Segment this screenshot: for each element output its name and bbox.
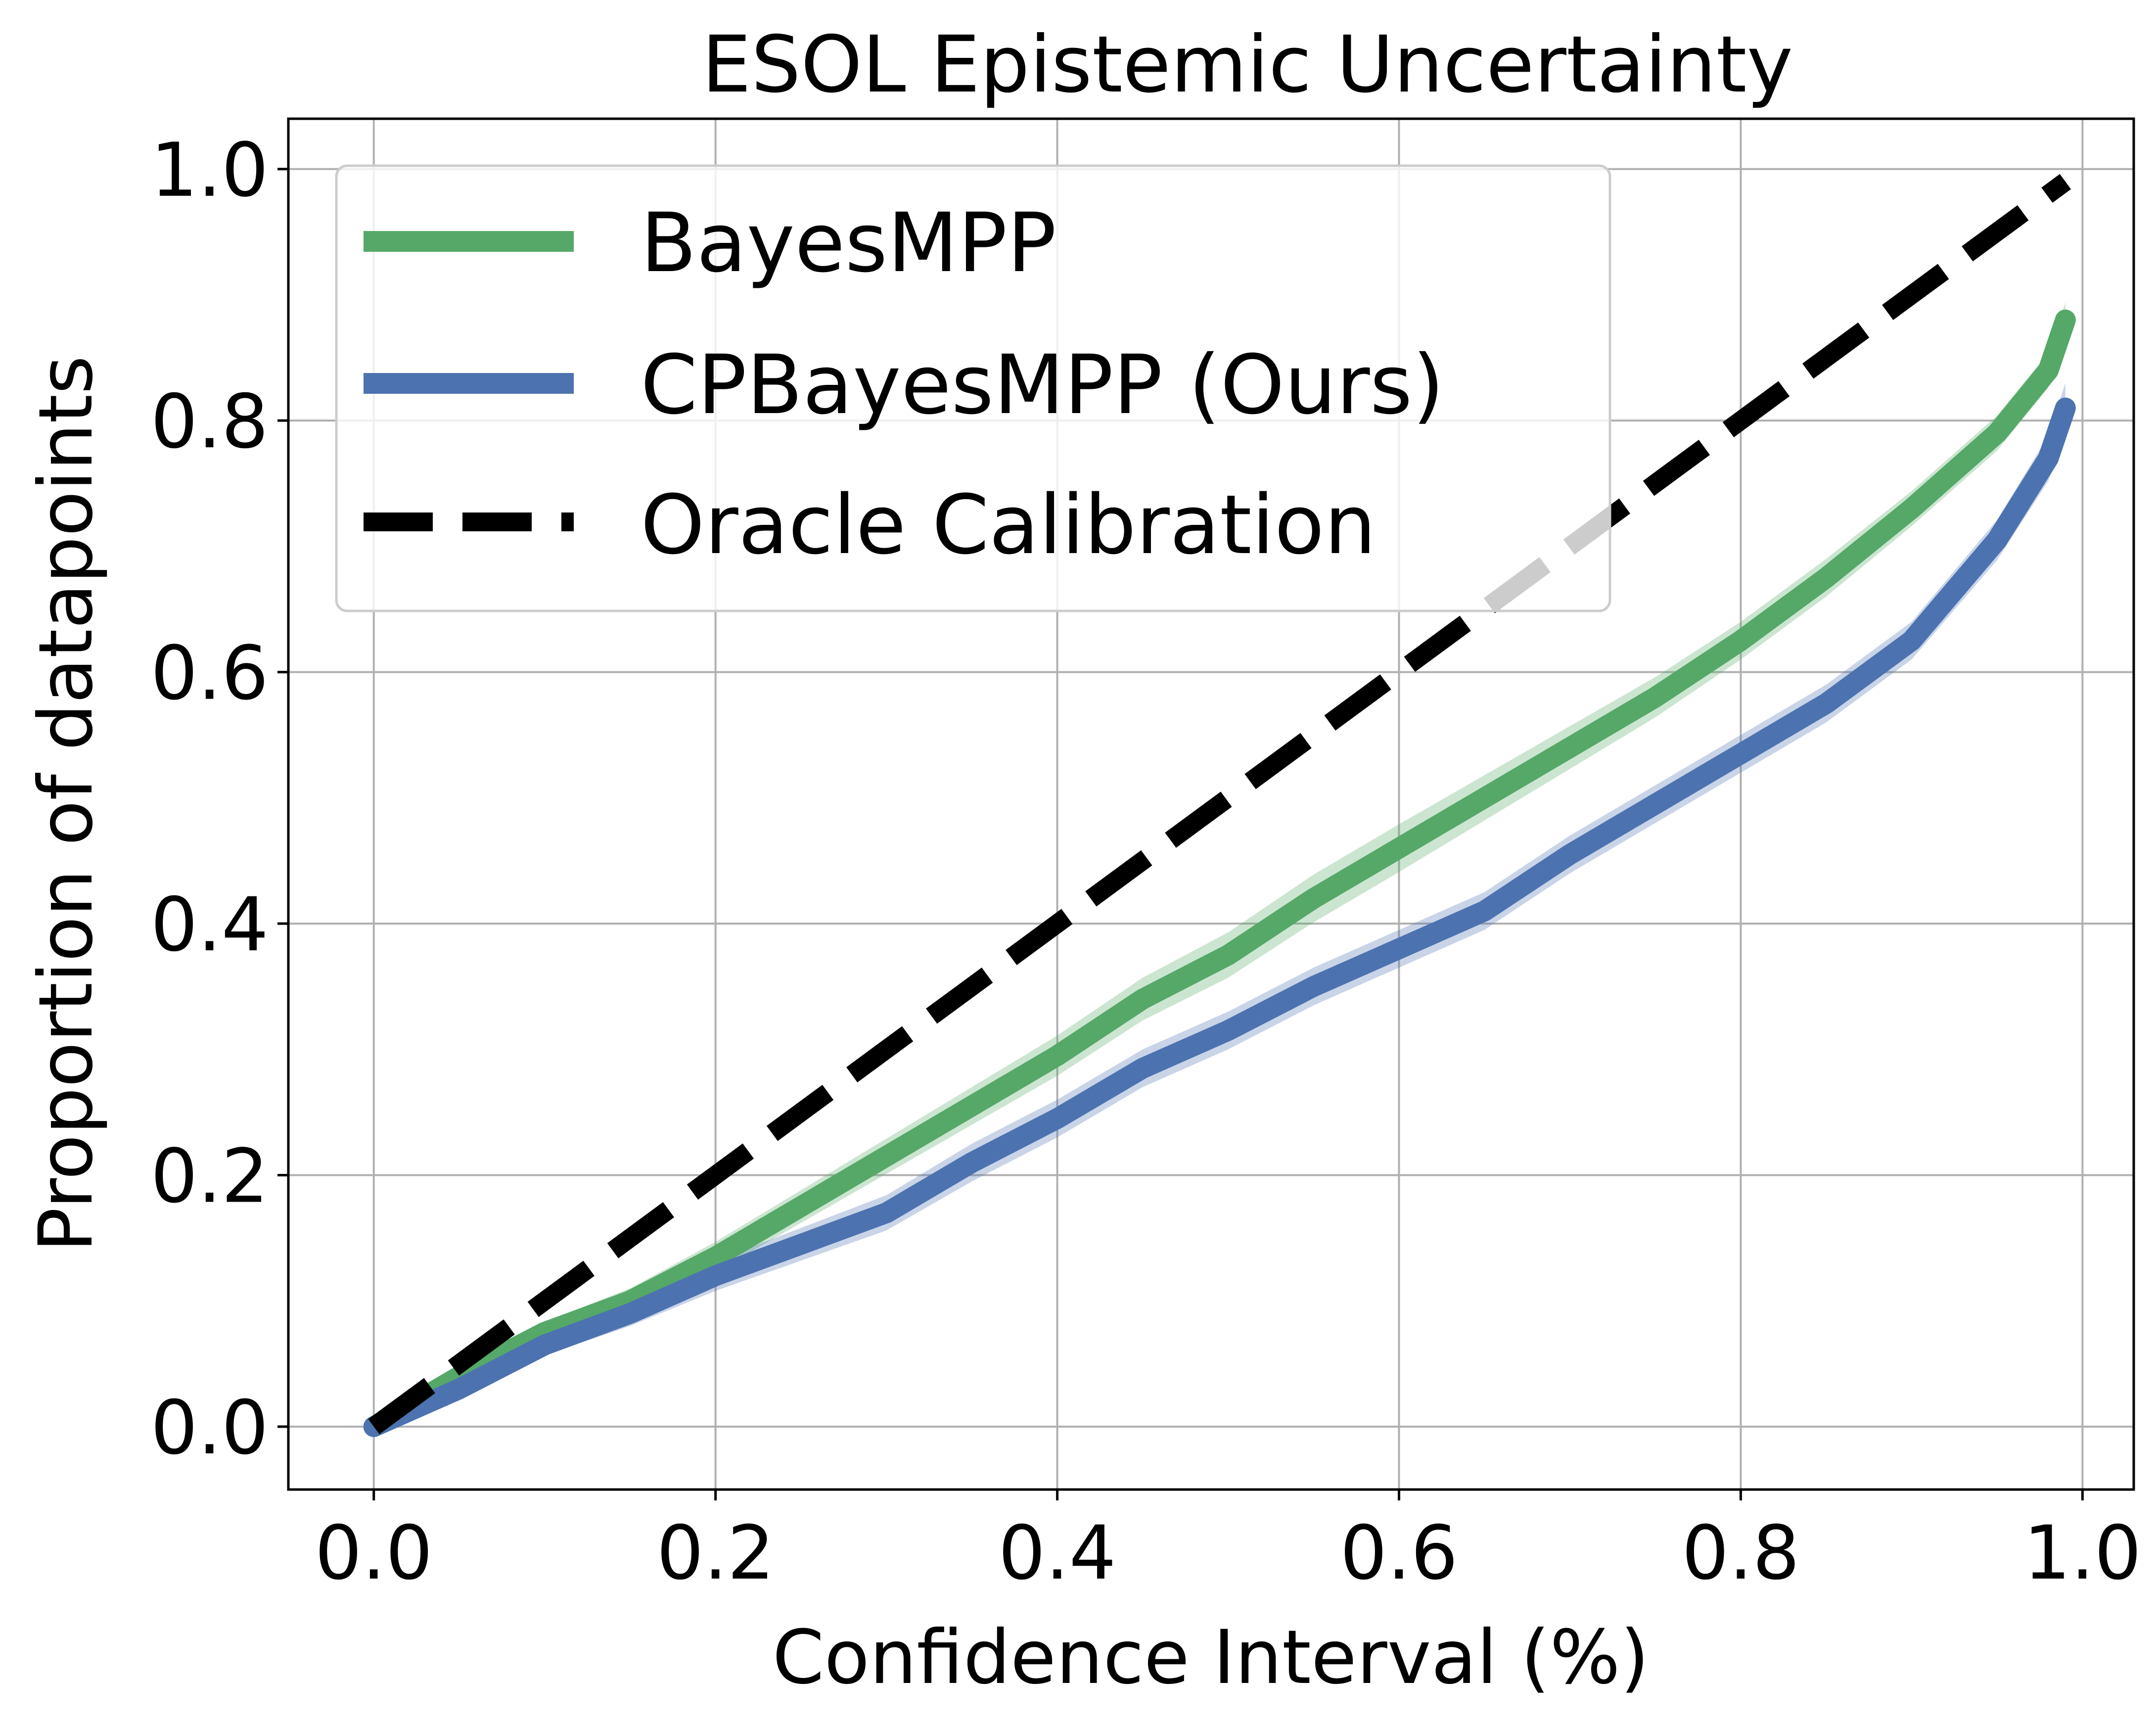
x-tick-label: 0.2 [656,1510,775,1596]
line-cpbayesmpp-ours [363,397,2076,1437]
legend-label-cpbayesmpp: CPBayesMPP (Ours) [641,337,1444,432]
x-tick-label: 1.0 [2023,1510,2142,1596]
legend-label-oracle: Oracle Calibration [641,477,1376,572]
series-lines [363,174,2076,1437]
y-axis-ticks: 0.0 0.2 0.4 0.6 0.8 1.0 [150,128,288,1471]
y-tick-label: 0.2 [150,1133,269,1219]
x-tick-label: 0.8 [1682,1510,1800,1596]
x-tick-label: 0.0 [315,1510,433,1596]
x-axis-label: Confidence Interval (%) [773,1615,1650,1701]
x-tick-label: 0.6 [1340,1510,1458,1596]
plot-frame [287,117,2135,1491]
legend: BayesMPP CPBayesMPP (Ours) Oracle Calibr… [335,164,1611,612]
legend-label-bayesmpp: BayesMPP [641,195,1056,290]
y-axis-label: Proportion of datapoints [23,356,109,1252]
x-axis-ticks: 0.0 0.2 0.4 0.6 0.8 1.0 [315,1490,2142,1596]
y-tick-label: 0.8 [150,379,269,465]
line-oracle-calibration [368,174,2071,1435]
y-tick-label: 0.4 [150,882,269,968]
y-tick-label: 0.0 [150,1385,269,1471]
chart-title: ESOL Epistemic Uncertainty [702,19,1793,110]
x-tick-label: 0.4 [998,1510,1116,1596]
y-tick-label: 0.6 [150,631,269,717]
y-tick-label: 1.0 [150,128,269,214]
legend-box [335,164,1611,612]
line-bayesmpp [363,309,2076,1437]
